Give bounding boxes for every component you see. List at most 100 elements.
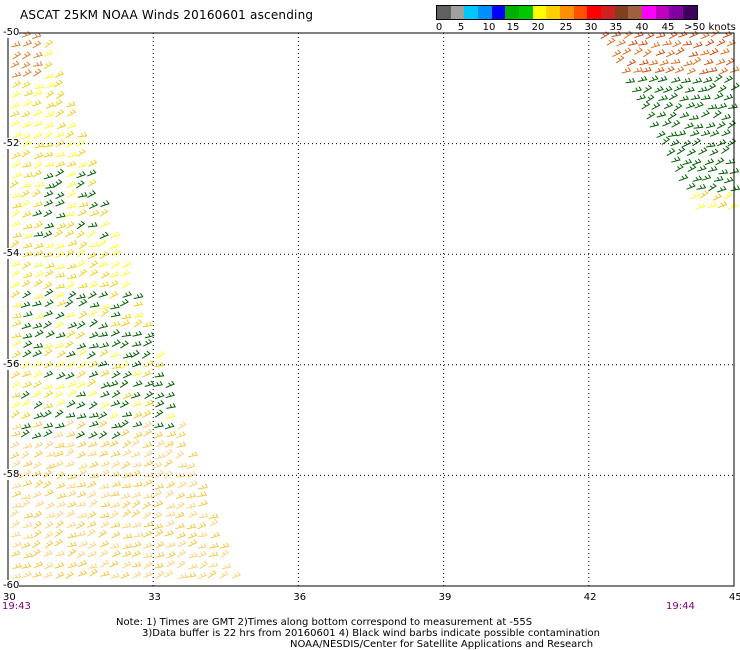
wind-barb: [56, 90, 65, 100]
wind-barb: [56, 399, 66, 407]
wind-barb: [164, 440, 175, 448]
wind-barb: [131, 438, 140, 447]
wind-barb: [23, 512, 34, 519]
colorbar-segment: [683, 6, 697, 19]
wind-barb: [10, 60, 20, 69]
wind-barb: [56, 501, 66, 508]
wind-barb: [43, 230, 53, 238]
wind-barb: [11, 392, 22, 398]
wind-barb: [142, 370, 152, 378]
wind-barb: [120, 428, 130, 437]
wind-barb: [668, 111, 677, 120]
wind-barb: [723, 191, 733, 200]
wind-barb: [119, 400, 130, 408]
wind-barb: [23, 223, 33, 230]
wind-barb: [44, 269, 54, 278]
wind-barb: [143, 338, 153, 347]
wind-barb: [12, 80, 22, 88]
wind-barb: [122, 448, 132, 457]
wind-barb: [55, 550, 65, 557]
wind-barb: [67, 290, 77, 300]
wind-barb: [671, 156, 681, 163]
time-right: 19:44: [666, 601, 695, 612]
wind-barb: [55, 151, 66, 158]
latitude-tick-label: -56: [3, 358, 20, 370]
wind-barb: [675, 47, 685, 56]
wind-barb: [44, 73, 54, 79]
wind-barb: [132, 370, 142, 377]
latitude-tick-label: -50: [3, 27, 20, 38]
wind-barb: [153, 381, 163, 387]
wind-barb: [131, 500, 141, 509]
wind-barb: [78, 268, 88, 277]
wind-barb: [99, 251, 109, 260]
wind-barb: [723, 93, 734, 101]
wind-barb: [77, 559, 88, 568]
wind-barb: [87, 490, 97, 499]
wind-barb: [692, 158, 702, 166]
wind-barb: [661, 136, 671, 145]
wind-barb: [120, 340, 129, 349]
wind-barb: [707, 66, 718, 73]
wind-barb: [87, 252, 97, 260]
wind-barb: [98, 322, 108, 329]
wind-barb: [32, 548, 41, 557]
wind-barb: [11, 332, 22, 338]
latitude-tick-label: -54: [3, 248, 20, 260]
colorbar-segment: [519, 6, 533, 19]
wind-barb: [654, 66, 665, 73]
wind-barb: [677, 31, 688, 38]
wind-barb: [121, 461, 131, 469]
wind-barb: [10, 520, 20, 529]
wind-barb: [21, 110, 31, 118]
wind-barb: [100, 501, 111, 508]
wind-barb: [120, 269, 131, 277]
wind-barb: [89, 268, 99, 277]
wind-barb: [122, 370, 133, 379]
wind-barb: [713, 110, 722, 119]
wind-barb: [707, 104, 718, 110]
wind-barb: [64, 340, 74, 349]
wind-barb: [21, 562, 32, 569]
wind-barb: [177, 539, 187, 548]
wind-barb: [21, 279, 31, 288]
wind-barb: [153, 523, 164, 530]
wind-barb: [165, 503, 176, 510]
wind-barb: [87, 222, 98, 228]
wind-barb: [87, 378, 97, 387]
wind-barb: [87, 230, 96, 239]
wind-barb: [186, 470, 197, 478]
wind-barb: [89, 209, 100, 217]
wind-barb: [132, 330, 143, 337]
wind-barb: [77, 512, 88, 518]
wind-barb: [663, 101, 674, 110]
wind-barb: [100, 401, 110, 410]
wind-barb: [76, 451, 86, 459]
wind-barb: [198, 512, 209, 519]
wind-barb: [78, 310, 88, 319]
wind-barb: [76, 380, 86, 389]
wind-barb: [673, 84, 684, 92]
wind-barb: [187, 539, 198, 547]
wind-barb: [131, 521, 142, 528]
wind-barb: [122, 440, 132, 449]
wind-barb: [693, 123, 704, 129]
wind-barb: [132, 400, 142, 408]
plot-frame: [7, 32, 735, 587]
colorbar-tick-label: 15: [506, 22, 520, 33]
wind-barb: [32, 169, 43, 178]
wind-barb: [109, 411, 119, 420]
wind-barb: [55, 383, 65, 390]
wind-barb: [231, 571, 242, 579]
wind-barb: [12, 312, 22, 319]
wind-barb: [45, 330, 55, 338]
wind-barb: [22, 210, 32, 218]
wind-barb: [632, 86, 642, 93]
wind-barb: [143, 428, 153, 437]
wind-barb: [100, 570, 110, 577]
wind-barb: [689, 30, 699, 39]
wind-barb: [175, 450, 185, 459]
wind-barb: [12, 423, 22, 430]
wind-barb: [44, 299, 54, 308]
wind-barb: [11, 459, 21, 468]
